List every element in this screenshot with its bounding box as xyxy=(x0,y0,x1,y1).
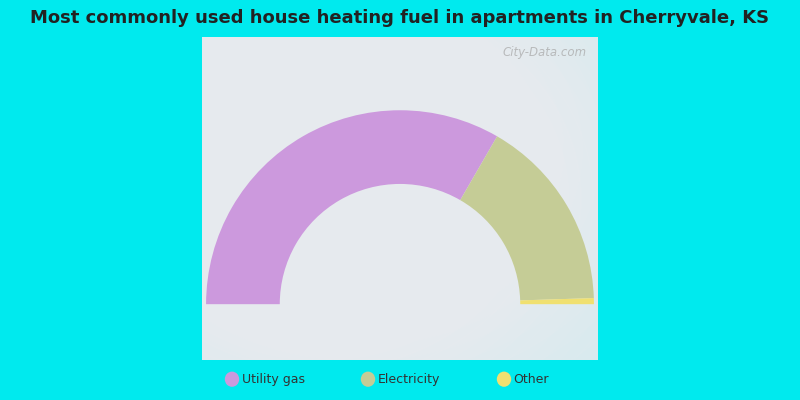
Text: City-Data.com: City-Data.com xyxy=(502,46,586,60)
Text: Electricity: Electricity xyxy=(378,373,440,386)
Ellipse shape xyxy=(497,372,511,387)
Wedge shape xyxy=(206,110,497,304)
Ellipse shape xyxy=(225,372,239,387)
Wedge shape xyxy=(460,136,594,300)
Text: Most commonly used house heating fuel in apartments in Cherryvale, KS: Most commonly used house heating fuel in… xyxy=(30,10,770,28)
Text: Other: Other xyxy=(514,373,549,386)
Ellipse shape xyxy=(361,372,375,387)
Wedge shape xyxy=(520,298,594,304)
Text: Utility gas: Utility gas xyxy=(242,373,305,386)
